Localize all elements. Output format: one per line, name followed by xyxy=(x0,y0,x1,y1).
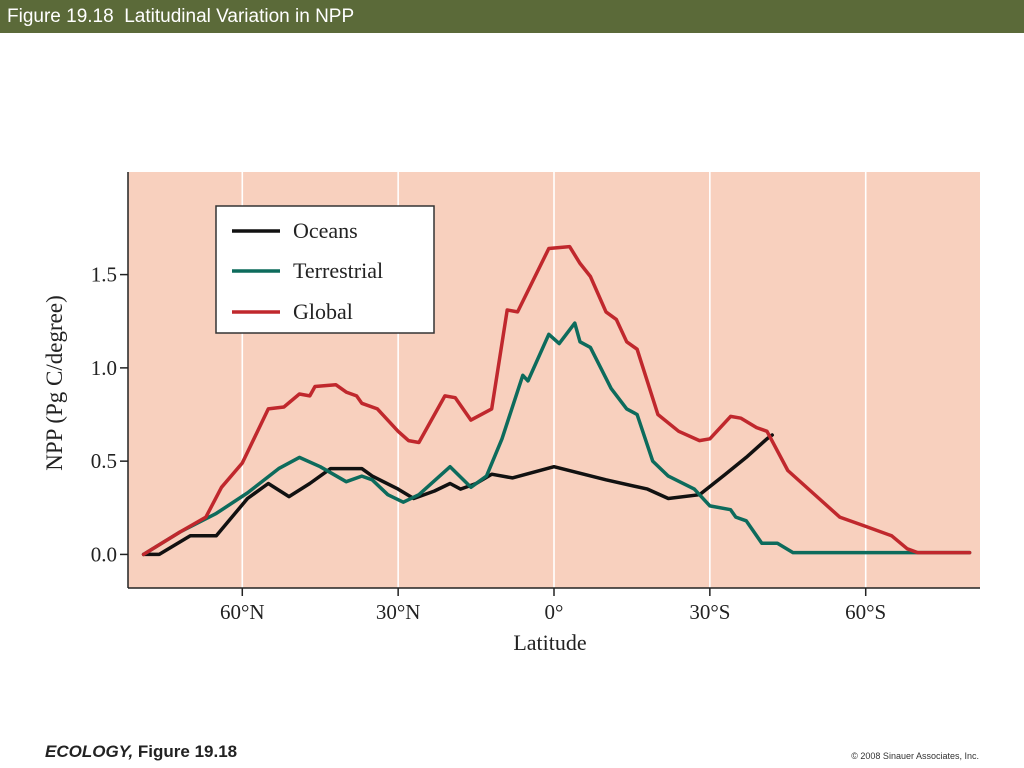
y-tick-label-2: 1.0 xyxy=(91,356,117,380)
legend-label-oceans: Oceans xyxy=(293,218,358,243)
x-tick-label-2: 0° xyxy=(545,600,564,624)
book-title: ECOLOGY, xyxy=(45,742,134,761)
y-tick-label-3: 1.5 xyxy=(91,263,117,287)
y-tick-label-1: 0.5 xyxy=(91,449,117,473)
series-line-terrestrial xyxy=(141,321,972,557)
figure-credit: ECOLOGY, Figure 19.18 xyxy=(45,742,237,762)
slide-title: Figure 19.18 Latitudinal Variation in NP… xyxy=(0,0,1024,33)
y-tick-label-0: 0.0 xyxy=(91,542,117,566)
x-tick-label-0: 60°N xyxy=(220,600,265,624)
legend: Oceans Terrestrial Global xyxy=(215,205,435,334)
series-lines xyxy=(141,244,972,557)
x-tick-label-1: 30°N xyxy=(376,600,421,624)
legend-label-global: Global xyxy=(293,299,353,324)
x-axis-label: Latitude xyxy=(513,630,586,655)
series-line-global xyxy=(141,244,972,557)
series-line-oceans xyxy=(141,433,774,557)
copyright-notice: © 2008 Sinauer Associates, Inc. xyxy=(851,751,979,761)
axis-ticks: 60°N 30°N 0° 30°S 60°S 0.0 0.5 1.0 1.5 xyxy=(91,263,886,624)
x-tick-label-3: 30°S xyxy=(689,600,730,624)
y-axis-label: NPP (Pg C/degree) xyxy=(42,295,67,470)
legend-label-terrestrial: Terrestrial xyxy=(293,258,383,283)
x-tick-label-4: 60°S xyxy=(845,600,886,624)
figure-number: Figure 19.18 xyxy=(133,742,238,761)
